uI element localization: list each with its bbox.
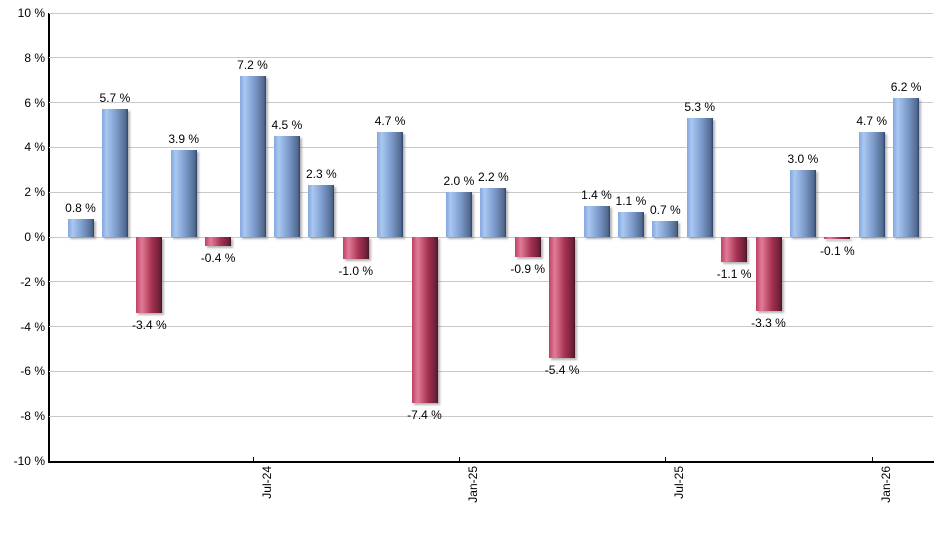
bar-value-label: -5.4 % bbox=[544, 362, 580, 377]
bar-negative bbox=[549, 237, 576, 358]
bar-value-label: -0.9 % bbox=[510, 262, 546, 277]
bar-value-label: -1.1 % bbox=[716, 266, 752, 281]
bar-value-label: -1.0 % bbox=[338, 264, 374, 279]
x-axis-tick-label: Jan-25 bbox=[465, 466, 480, 503]
bar-positive bbox=[617, 212, 644, 237]
bar-positive bbox=[67, 219, 94, 237]
bar-value-label: -3.3 % bbox=[751, 315, 786, 330]
bar-negative bbox=[755, 237, 782, 311]
bar-value-label: -0.1 % bbox=[819, 244, 855, 259]
bar-value-label: 0.7 % bbox=[649, 203, 681, 218]
bar-positive bbox=[858, 131, 885, 237]
bar-positive bbox=[170, 149, 197, 237]
bar-positive bbox=[583, 205, 610, 237]
y-axis-tick-label: -8 % bbox=[20, 409, 45, 424]
bar-value-label: -7.4 % bbox=[407, 407, 442, 422]
x-axis-tick bbox=[458, 457, 460, 462]
grid-line bbox=[49, 12, 933, 14]
bar-value-label: 3.9 % bbox=[168, 131, 200, 146]
bar-positive bbox=[789, 169, 816, 237]
y-axis-tick-label: -4 % bbox=[20, 319, 45, 334]
y-axis-line bbox=[48, 13, 50, 463]
bar-positive bbox=[273, 136, 300, 237]
x-axis-tick-label: Jul-25 bbox=[672, 466, 687, 499]
bar-positive bbox=[480, 187, 507, 237]
bar-positive bbox=[101, 109, 128, 237]
y-axis-tick-label: 6 % bbox=[24, 95, 45, 110]
y-axis-tick-label: 0 % bbox=[24, 230, 45, 244]
bar-positive bbox=[686, 118, 713, 237]
bar-value-label: 7.2 % bbox=[237, 57, 268, 72]
bar-negative bbox=[721, 237, 748, 262]
grid-line bbox=[49, 102, 933, 104]
y-axis-tick-label: -6 % bbox=[20, 364, 45, 379]
x-axis-tick bbox=[665, 457, 667, 462]
bar-positive bbox=[377, 131, 404, 237]
bar-value-label: 0.8 % bbox=[65, 201, 96, 216]
y-axis-tick-label: 4 % bbox=[24, 140, 45, 155]
bar-value-label: 1.4 % bbox=[581, 187, 612, 202]
bar-value-label: 4.7 % bbox=[374, 113, 406, 128]
bar-value-label: 2.0 % bbox=[443, 174, 475, 189]
grid-line bbox=[49, 146, 933, 148]
bar-value-label: 4.7 % bbox=[856, 113, 888, 128]
bar-value-label: 1.1 % bbox=[615, 194, 647, 209]
bar-positive bbox=[445, 192, 472, 237]
bar-negative bbox=[514, 237, 541, 258]
bar-value-label: -0.4 % bbox=[200, 250, 236, 265]
grid-line bbox=[49, 415, 933, 417]
bar-negative bbox=[342, 237, 369, 260]
bar-value-label: -3.4 % bbox=[131, 318, 167, 333]
bar-value-label: 4.5 % bbox=[271, 118, 303, 133]
x-axis-tick-label: Jul-24 bbox=[259, 466, 274, 499]
bar-positive bbox=[308, 185, 335, 237]
bar-value-label: 3.0 % bbox=[787, 151, 819, 166]
y-axis-tick-label: 10 % bbox=[17, 6, 45, 20]
bar-negative bbox=[411, 237, 438, 403]
bar-value-label: 6.2 % bbox=[890, 80, 922, 95]
bar-value-label: 5.7 % bbox=[99, 91, 131, 106]
x-axis-tick bbox=[871, 457, 873, 462]
x-axis-line bbox=[48, 461, 934, 463]
bar-value-label: 2.2 % bbox=[477, 169, 509, 184]
x-axis-tick-label: Jan-26 bbox=[878, 466, 893, 503]
bar-positive bbox=[893, 98, 920, 237]
grid-line bbox=[49, 57, 933, 59]
grid-line bbox=[49, 370, 933, 372]
bar-positive bbox=[652, 221, 679, 237]
y-axis-tick-label: -10 % bbox=[13, 454, 45, 468]
bar-value-label: 2.3 % bbox=[305, 167, 337, 182]
grid-line bbox=[49, 281, 933, 283]
y-axis-tick-label: 2 % bbox=[24, 185, 45, 200]
y-axis-tick-label: 8 % bbox=[24, 50, 45, 65]
grid-line bbox=[49, 236, 933, 238]
x-axis-tick bbox=[252, 457, 254, 462]
bar-positive bbox=[239, 75, 266, 237]
bar-value-label: 5.3 % bbox=[684, 100, 716, 115]
bar-negative bbox=[205, 237, 232, 246]
plot-area: 0.8 % 5.7 % -3.4 % 3.9 % -0.4 % 7.2 % 4.5 % 2.3… bbox=[49, 12, 933, 461]
grid-line bbox=[49, 326, 933, 328]
bar-negative bbox=[824, 237, 851, 240]
y-axis-tick-label: -2 % bbox=[20, 274, 45, 289]
bar-negative bbox=[136, 237, 163, 314]
